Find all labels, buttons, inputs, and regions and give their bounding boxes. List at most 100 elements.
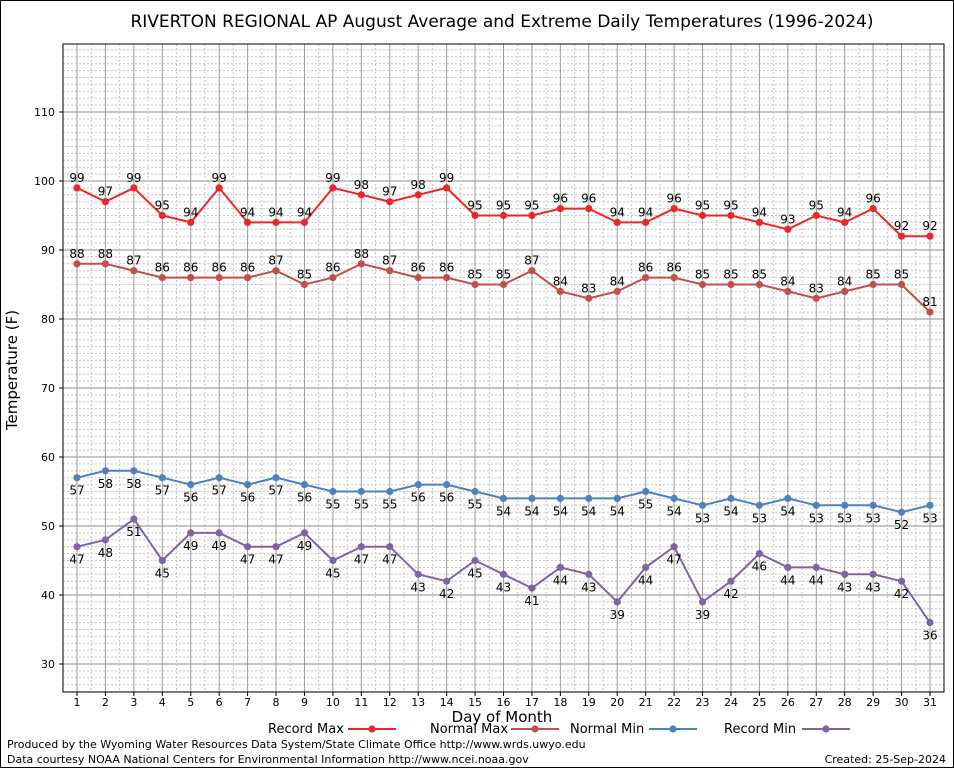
normal-max-point — [414, 274, 422, 282]
normal-max-data-label: 84 — [780, 274, 795, 288]
normal-max-point — [897, 280, 906, 289]
record-min-point — [272, 543, 280, 551]
y-tick-label: 110 — [34, 106, 55, 119]
normal-max-point — [215, 274, 223, 282]
record-max-point — [272, 218, 280, 226]
footer-data-source: Data courtesy NOAA National Centers for … — [7, 753, 529, 766]
x-tick-label: 18 — [553, 696, 567, 709]
record-min-data-label: 39 — [610, 608, 625, 622]
record-max-point — [329, 184, 337, 192]
record-max-data-label: 95 — [809, 199, 824, 213]
record-max-data-label: 92 — [922, 219, 937, 233]
normal-max-data-label: 85 — [297, 268, 312, 282]
record-min-data-label: 43 — [581, 580, 596, 594]
legend-label-record-max: Record Max — [268, 722, 344, 737]
record-min-data-label: 43 — [837, 580, 852, 594]
x-tick-label: 28 — [838, 696, 852, 709]
y-axis-ticks: 30 40 50 60 70 80 90 100 110 — [34, 106, 63, 671]
normal-max-point — [926, 308, 934, 316]
normal-min-point — [130, 467, 138, 475]
record-min-point — [812, 563, 820, 572]
record-min-data-label: 47 — [268, 553, 283, 567]
x-tick-label: 31 — [923, 696, 937, 709]
x-tick-label: 16 — [497, 696, 511, 709]
normal-min-data-label: 55 — [325, 498, 340, 512]
record-max-point — [414, 191, 422, 199]
legend-label-normal-min: Normal Min — [570, 722, 644, 737]
normal-max-data-label: 85 — [467, 268, 482, 282]
record-min-point — [101, 536, 110, 544]
x-tick-label: 12 — [383, 696, 397, 709]
normal-max-point — [329, 274, 337, 282]
normal-max-data-label: 83 — [581, 281, 596, 295]
normal-min-point — [812, 501, 820, 509]
record-min-data-label: 45 — [467, 567, 482, 581]
legend-marker-normal-min — [669, 725, 677, 733]
normal-min-data-label: 55 — [467, 498, 482, 512]
record-min-point — [841, 570, 849, 578]
normal-min-point — [613, 494, 621, 502]
record-max-data-label: 99 — [439, 171, 454, 185]
record-min-data-label: 42 — [439, 587, 454, 601]
normal-max-data-label: 85 — [723, 268, 738, 282]
x-tick-label: 9 — [301, 696, 308, 709]
record-min-data-label: 46 — [752, 560, 767, 574]
record-min-data-label: 44 — [809, 573, 824, 587]
record-max-data-label: 94 — [638, 205, 653, 219]
x-axis-ticks: 1 2 3 4 5 6 7 8 9 10 11 12 13 14 15 16 17 18 19 20 21 22 23 24 2… — [74, 692, 937, 709]
normal-max-point — [443, 274, 451, 282]
record-max-data-label: 94 — [240, 205, 255, 219]
record-min-data-label: 44 — [638, 573, 653, 587]
record-max-data-label: 94 — [752, 205, 767, 219]
record-min-point — [926, 619, 934, 627]
normal-max-point — [386, 267, 394, 275]
normal-max-point — [130, 267, 138, 275]
record-min-point — [698, 598, 707, 606]
series-normal-max: 88 88 87 86 86 86 86 87 85 86 88 87 86 86 85 85 87 84 83 84… — [69, 247, 938, 316]
normal-min-data-label: 54 — [553, 504, 568, 518]
x-tick-label: 24 — [724, 696, 738, 709]
record-min-point — [528, 584, 536, 592]
record-max-data-label: 94 — [183, 205, 198, 219]
normal-max-point — [841, 287, 849, 295]
record-min-data-label: 47 — [382, 553, 397, 567]
normal-min-data-label: 53 — [695, 511, 710, 525]
record-max-data-label: 95 — [155, 199, 170, 213]
record-min-data-label: 47 — [240, 553, 255, 567]
legend-label-normal-max: Normal Max — [430, 722, 508, 737]
record-min-data-label: 39 — [695, 608, 710, 622]
normal-min-data-label: 55 — [354, 498, 369, 512]
normal-min-point — [784, 494, 792, 502]
normal-min-point — [897, 508, 906, 516]
normal-min-data-label: 53 — [922, 511, 937, 525]
normal-min-point — [443, 481, 451, 489]
normal-min-data-label: 58 — [126, 477, 141, 491]
normal-min-point — [187, 481, 195, 489]
x-tick-label: 2 — [102, 696, 109, 709]
x-tick-label: 5 — [187, 696, 194, 709]
normal-max-data-label: 86 — [666, 261, 681, 275]
normal-min-data-label: 56 — [439, 491, 454, 505]
record-max-point — [443, 184, 451, 192]
normal-max-point — [784, 287, 792, 295]
normal-min-point — [841, 501, 849, 509]
normal-max-point — [300, 280, 309, 289]
record-max-point — [642, 218, 650, 226]
normal-min-data-label: 54 — [610, 504, 625, 518]
normal-min-point — [272, 474, 280, 482]
normal-max-data-label: 83 — [809, 281, 824, 295]
normal-max-point — [471, 280, 479, 289]
record-min-point — [670, 543, 678, 551]
record-min-point — [784, 563, 792, 572]
record-max-data-label: 99 — [69, 171, 84, 185]
normal-max-point — [187, 274, 195, 282]
x-tick-label: 11 — [354, 696, 368, 709]
normal-min-point — [471, 487, 479, 496]
y-tick-label: 60 — [41, 451, 55, 464]
record-min-data-label: 45 — [155, 567, 170, 581]
normal-min-point — [556, 494, 564, 502]
record-min-point — [329, 556, 337, 565]
normal-min-data-label: 53 — [752, 511, 767, 525]
normal-min-point — [926, 501, 934, 509]
